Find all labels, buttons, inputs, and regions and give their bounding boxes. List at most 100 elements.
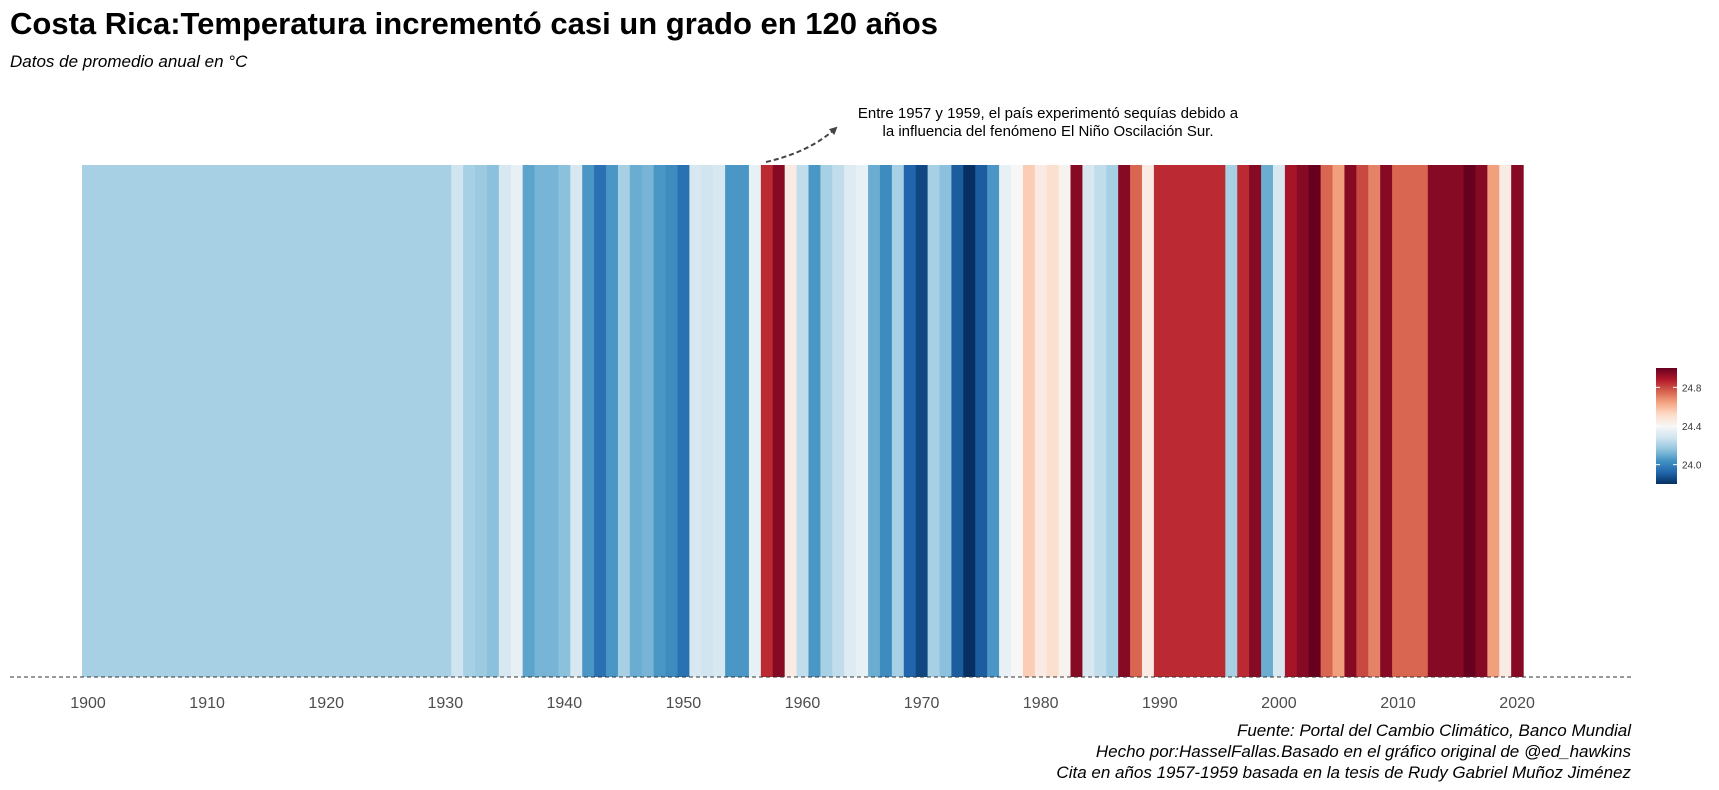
stripe-2014 — [1439, 165, 1453, 677]
stripe-1974 — [963, 165, 976, 677]
stripe-1939 — [546, 165, 559, 677]
stripe-1931 — [451, 165, 464, 677]
x-tick-label-1910: 1910 — [189, 695, 225, 712]
stripe-1913 — [236, 165, 250, 677]
stripe-1986 — [1106, 165, 1119, 677]
stripe-1959 — [784, 165, 798, 677]
stripe-2007 — [1356, 165, 1369, 677]
stripe-1994 — [1201, 165, 1215, 677]
stripe-1944 — [606, 165, 619, 677]
stripe-1982 — [1058, 165, 1072, 677]
stripe-1983 — [1070, 165, 1084, 677]
stripe-1921 — [332, 165, 345, 677]
stripe-1963 — [832, 165, 845, 677]
caption: Fuente: Portal del Cambio Climático, Ban… — [1056, 720, 1631, 783]
stripe-1962 — [820, 165, 833, 677]
stripe-1950 — [677, 165, 690, 677]
x-tick-label-2000: 2000 — [1261, 695, 1297, 712]
stripe-1910 — [201, 165, 214, 677]
stripe-1991 — [1165, 165, 1179, 677]
stripe-1968 — [891, 165, 905, 677]
stripe-1908 — [177, 165, 190, 677]
stripe-1947 — [641, 165, 655, 677]
temperature-stripes — [82, 165, 1524, 677]
stripe-2019 — [1499, 165, 1512, 677]
stripe-1911 — [213, 165, 226, 677]
stripe-1916 — [272, 165, 286, 677]
stripe-1905 — [141, 165, 155, 677]
x-tick-label-1930: 1930 — [428, 695, 464, 712]
stripe-2013 — [1427, 165, 1441, 677]
stripe-1993 — [1189, 165, 1203, 677]
stripe-1980 — [1034, 165, 1048, 677]
chart-title: Costa Rica:Temperatura incrementó casi u… — [10, 6, 938, 41]
stripe-2005 — [1332, 165, 1346, 677]
stripe-1958 — [772, 165, 786, 677]
color-legend: 24.0 24.4 24.8 — [1656, 368, 1702, 484]
x-tick-label-1920: 1920 — [308, 695, 344, 712]
caption-source: Fuente: Portal del Cambio Climático, Ban… — [1236, 721, 1631, 740]
stripe-1912 — [224, 165, 238, 677]
stripe-1965 — [856, 165, 869, 677]
stripe-1954 — [725, 165, 738, 677]
caption-credit: Hecho por:HasselFallas.Basado en el gráf… — [1095, 742, 1631, 761]
x-tick-label-1980: 1980 — [1023, 695, 1059, 712]
stripe-1978 — [1010, 165, 1024, 677]
stripe-1949 — [665, 165, 679, 677]
stripe-1930 — [439, 165, 452, 677]
x-tick-label-1990: 1990 — [1142, 695, 1178, 712]
stripe-1979 — [1022, 165, 1036, 677]
stripe-1938 — [534, 165, 548, 677]
stripe-1961 — [808, 165, 822, 677]
x-tick-label-1940: 1940 — [547, 695, 583, 712]
stripe-1924 — [367, 165, 381, 677]
stripe-1951 — [689, 165, 702, 677]
stripe-2004 — [1320, 165, 1334, 677]
stripe-1907 — [165, 165, 178, 677]
stripe-2010 — [1392, 165, 1405, 677]
annotation-arrow — [765, 126, 838, 163]
stripe-1969 — [903, 165, 917, 677]
stripe-1999 — [1261, 165, 1274, 677]
stripe-1952 — [701, 165, 714, 677]
x-tick-label-1970: 1970 — [904, 695, 940, 712]
stripe-1964 — [844, 165, 857, 677]
stripe-2009 — [1380, 165, 1393, 677]
stripe-1996 — [1225, 165, 1238, 677]
stripe-1998 — [1249, 165, 1262, 677]
chart-subtitle: Datos de promedio anual en °C — [10, 52, 248, 71]
stripe-1967 — [879, 165, 893, 677]
stripe-1997 — [1237, 165, 1250, 677]
stripe-1915 — [260, 165, 274, 677]
stripe-1956 — [748, 165, 762, 677]
stripe-1906 — [153, 165, 166, 677]
stripe-1970 — [915, 165, 929, 677]
stripe-1941 — [570, 165, 583, 677]
stripe-2017 — [1475, 165, 1488, 677]
stripe-1940 — [558, 165, 571, 677]
annotation-line-2: la influencia del fenómeno El Niño Oscil… — [882, 123, 1213, 140]
x-tick-label-2020: 2020 — [1499, 695, 1535, 712]
stripe-1992 — [1177, 165, 1191, 677]
stripe-1953 — [713, 165, 726, 677]
stripe-2002 — [1296, 165, 1310, 677]
stripe-1943 — [594, 165, 607, 677]
stripe-2015 — [1451, 165, 1465, 677]
stripe-2008 — [1368, 165, 1381, 677]
stripe-1972 — [939, 165, 953, 677]
stripe-1960 — [796, 165, 810, 677]
stripe-1977 — [999, 165, 1012, 677]
stripe-1948 — [653, 165, 667, 677]
stripe-1934 — [486, 165, 500, 677]
stripe-1984 — [1082, 165, 1095, 677]
stripe-2000 — [1272, 165, 1286, 677]
stripe-1904 — [129, 165, 143, 677]
stripe-1935 — [498, 165, 512, 677]
stripe-1946 — [629, 165, 643, 677]
legend-colorbar — [1656, 368, 1677, 484]
stripe-1945 — [617, 165, 631, 677]
stripe-1936 — [510, 165, 524, 677]
stripe-1901 — [93, 165, 107, 677]
stripe-1957 — [760, 165, 774, 677]
